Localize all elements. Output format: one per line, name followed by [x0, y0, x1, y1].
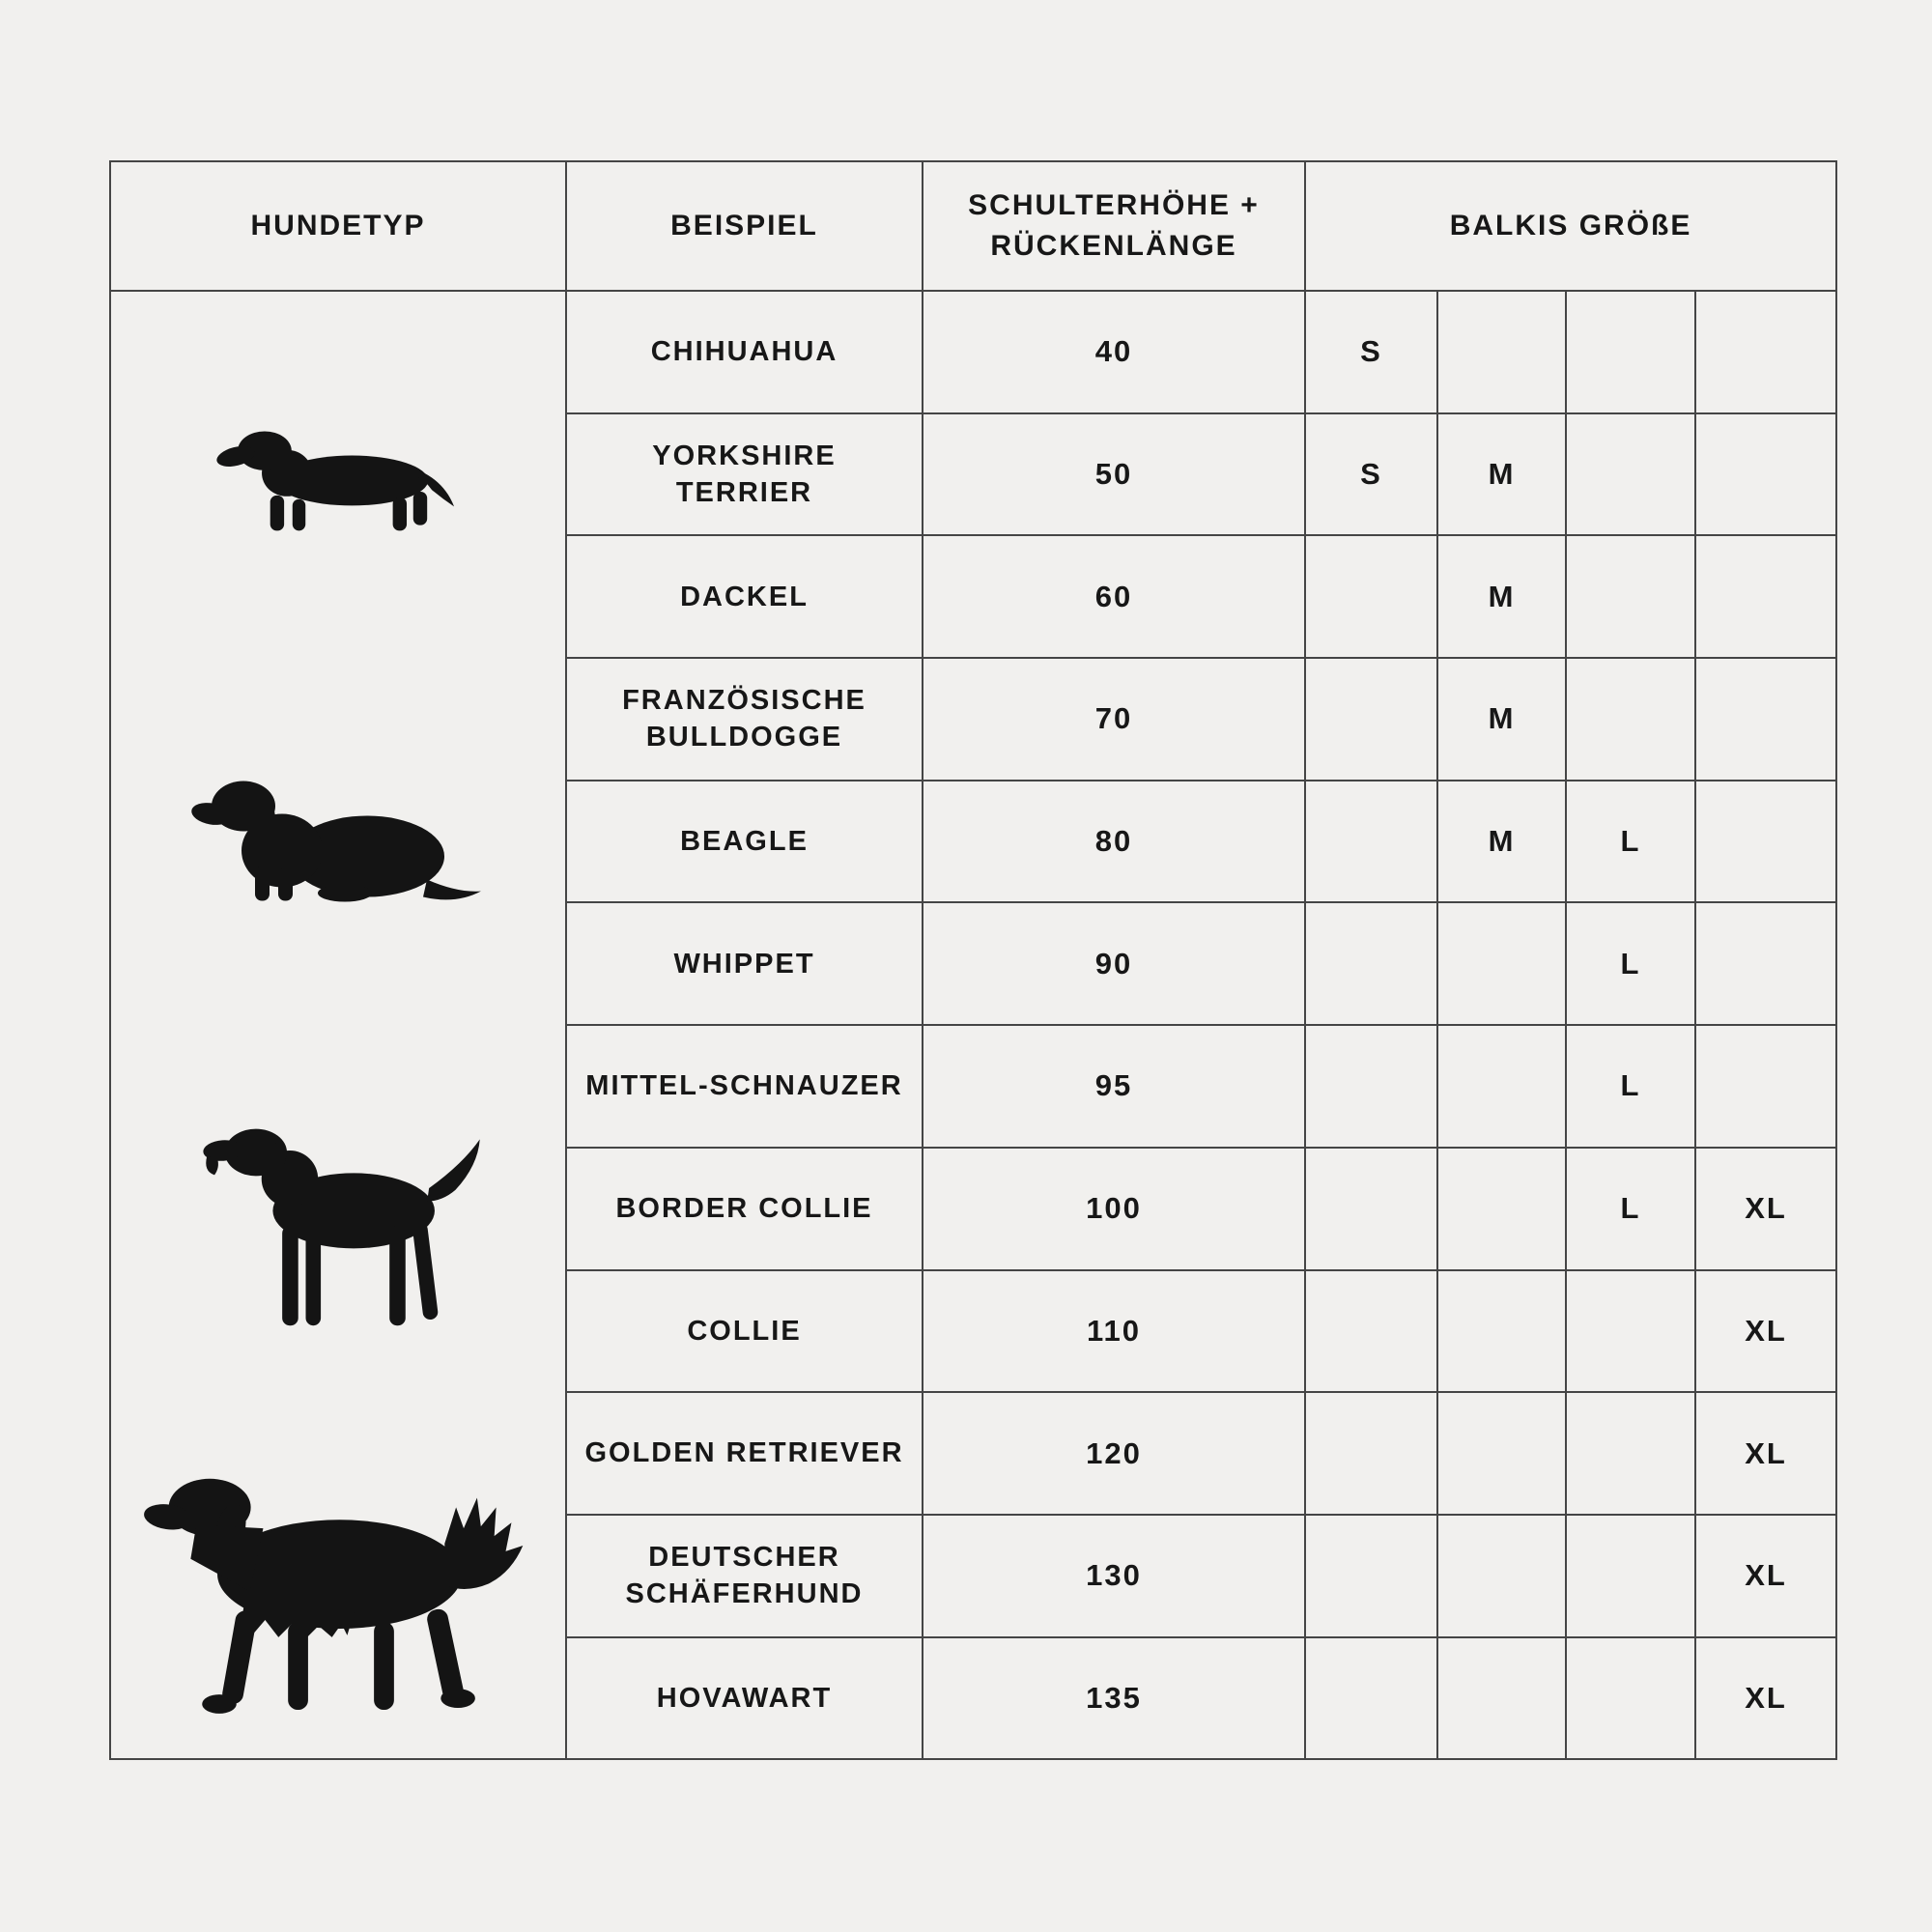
- size-cell-l: [1565, 290, 1696, 414]
- dog-type-column: [109, 289, 567, 1761]
- size-cell-l: L: [1565, 1024, 1696, 1149]
- size-cell-m: [1436, 1268, 1567, 1394]
- size-cell-s: [1304, 1024, 1438, 1149]
- breed-cell: CHIHUAHUA: [565, 290, 923, 414]
- size-cell-m: [1436, 1146, 1567, 1271]
- dog-size-table: HUNDETYP BEISPIEL SCHULTERHÖHE + RÜCKENL…: [109, 160, 1838, 1761]
- size-cell-s: [1304, 901, 1438, 1027]
- measure-cell: 100: [922, 1146, 1306, 1271]
- breed-cell: WHIPPET: [565, 901, 923, 1027]
- table-row: BEAGLE 80 M L: [110, 779, 1838, 904]
- breed-cell: YORKSHIRE TERRIER: [565, 412, 923, 537]
- measure-cell: 130: [922, 1513, 1306, 1638]
- breed-cell: GOLDEN RETRIEVER: [565, 1391, 923, 1516]
- sitting-small-dog-silhouette-icon: [185, 770, 485, 908]
- size-cell-s: [1304, 534, 1438, 660]
- size-cell-l: [1565, 1391, 1696, 1516]
- size-cell-m: [1436, 290, 1567, 414]
- size-cell-xl: XL: [1693, 1146, 1838, 1271]
- table-row: HOVAWART 135 XL: [110, 1635, 1838, 1761]
- size-cell-m: M: [1436, 412, 1567, 537]
- table-row: FRANZÖSISCHE BULLDOGGE 70 M: [110, 657, 1838, 781]
- table-row: COLLIE 110 XL: [110, 1268, 1838, 1394]
- size-cell-xl: [1693, 657, 1838, 781]
- size-cell-m: [1436, 1024, 1567, 1149]
- size-cell-s: [1304, 1268, 1438, 1394]
- table-row: BORDER COLLIE 100 L XL: [110, 1146, 1838, 1271]
- size-cell-l: L: [1565, 901, 1696, 1027]
- size-cell-l: [1565, 1268, 1696, 1394]
- measure-cell: 90: [922, 901, 1306, 1027]
- measure-cell: 135: [922, 1635, 1306, 1761]
- walking-large-retriever-silhouette-icon: [137, 1446, 548, 1719]
- size-cell-xl: [1693, 901, 1838, 1027]
- size-cell-l: [1565, 1635, 1696, 1761]
- size-cell-s: [1304, 1513, 1438, 1638]
- header-schulterhoehe: SCHULTERHÖHE + RÜCKENLÄNGE: [922, 160, 1306, 292]
- size-cell-xl: [1693, 534, 1838, 660]
- size-cell-m: M: [1436, 779, 1567, 904]
- size-cell-xl: [1693, 412, 1838, 537]
- breed-cell: HOVAWART: [565, 1635, 923, 1761]
- size-cell-m: [1436, 1513, 1567, 1638]
- measure-cell: 70: [922, 657, 1306, 781]
- size-cell-s: [1304, 1391, 1438, 1516]
- table-row: CHIHUAHUA 40 S: [109, 289, 1838, 1761]
- table-row: GOLDEN RETRIEVER 120 XL: [110, 1391, 1838, 1516]
- measure-cell: 95: [922, 1024, 1306, 1149]
- size-cell-xl: XL: [1693, 1391, 1838, 1516]
- size-cell-l: L: [1565, 779, 1696, 904]
- standing-medium-dog-silhouette-icon: [190, 1115, 495, 1333]
- size-cell-l: L: [1565, 1146, 1696, 1271]
- size-cell-s: S: [1304, 290, 1438, 414]
- header-row: HUNDETYP BEISPIEL SCHULTERHÖHE + RÜCKENL…: [109, 160, 1838, 292]
- size-cell-m: M: [1436, 657, 1567, 781]
- measure-cell: 120: [922, 1391, 1306, 1516]
- table-row: DACKEL 60 M: [110, 534, 1838, 660]
- header-balkis-groesse: BALKIS GRÖßE: [1303, 160, 1838, 292]
- measure-cell: 50: [922, 412, 1306, 537]
- size-cell-xl: XL: [1693, 1635, 1838, 1761]
- size-cell-s: [1304, 779, 1438, 904]
- size-cell-xl: [1693, 1024, 1838, 1149]
- table-row: MITTEL-SCHNAUZER 95 L: [110, 1024, 1838, 1149]
- breed-cell: MITTEL-SCHNAUZER: [565, 1024, 923, 1149]
- size-cell-s: [1304, 1635, 1438, 1761]
- size-cell-s: [1304, 1146, 1438, 1271]
- breed-cell: BORDER COLLIE: [565, 1146, 923, 1271]
- breed-cell: COLLIE: [565, 1268, 923, 1394]
- size-cell-m: [1436, 1391, 1567, 1516]
- size-cell-xl: [1693, 290, 1838, 414]
- size-cell-m: [1436, 1635, 1567, 1761]
- dachshund-silhouette-icon: [214, 424, 456, 535]
- breed-cell: BEAGLE: [565, 779, 923, 904]
- size-cell-xl: XL: [1693, 1268, 1838, 1394]
- measure-cell: 80: [922, 779, 1306, 904]
- table-row: YORKSHIRE TERRIER 50 S M: [110, 412, 1838, 537]
- size-cell-s: [1304, 657, 1438, 781]
- header-schulterhoehe-label: SCHULTERHÖHE + RÜCKENLÄNGE: [968, 189, 1260, 262]
- breed-cell: DACKEL: [565, 534, 923, 660]
- measure-cell: 40: [922, 290, 1306, 414]
- measure-cell: 110: [922, 1268, 1306, 1394]
- size-cell-xl: [1693, 779, 1838, 904]
- breed-cell: DEUTSCHER SCHÄFERHUND: [565, 1513, 923, 1638]
- size-cell-l: [1565, 534, 1696, 660]
- table-row: DEUTSCHER SCHÄFERHUND 130 XL: [110, 1513, 1838, 1638]
- size-cell-m: M: [1436, 534, 1567, 660]
- size-cell-l: [1565, 1513, 1696, 1638]
- measure-cell: 60: [922, 534, 1306, 660]
- size-cell-l: [1565, 412, 1696, 537]
- size-cell-xl: XL: [1693, 1513, 1838, 1638]
- table-row: WHIPPET 90 L: [110, 901, 1838, 1027]
- breed-cell: FRANZÖSISCHE BULLDOGGE: [565, 657, 923, 781]
- header-hundetyp: HUNDETYP: [109, 160, 567, 292]
- size-cell-l: [1565, 657, 1696, 781]
- header-beispiel: BEISPIEL: [565, 160, 923, 292]
- size-cell-m: [1436, 901, 1567, 1027]
- size-cell-s: S: [1304, 412, 1438, 537]
